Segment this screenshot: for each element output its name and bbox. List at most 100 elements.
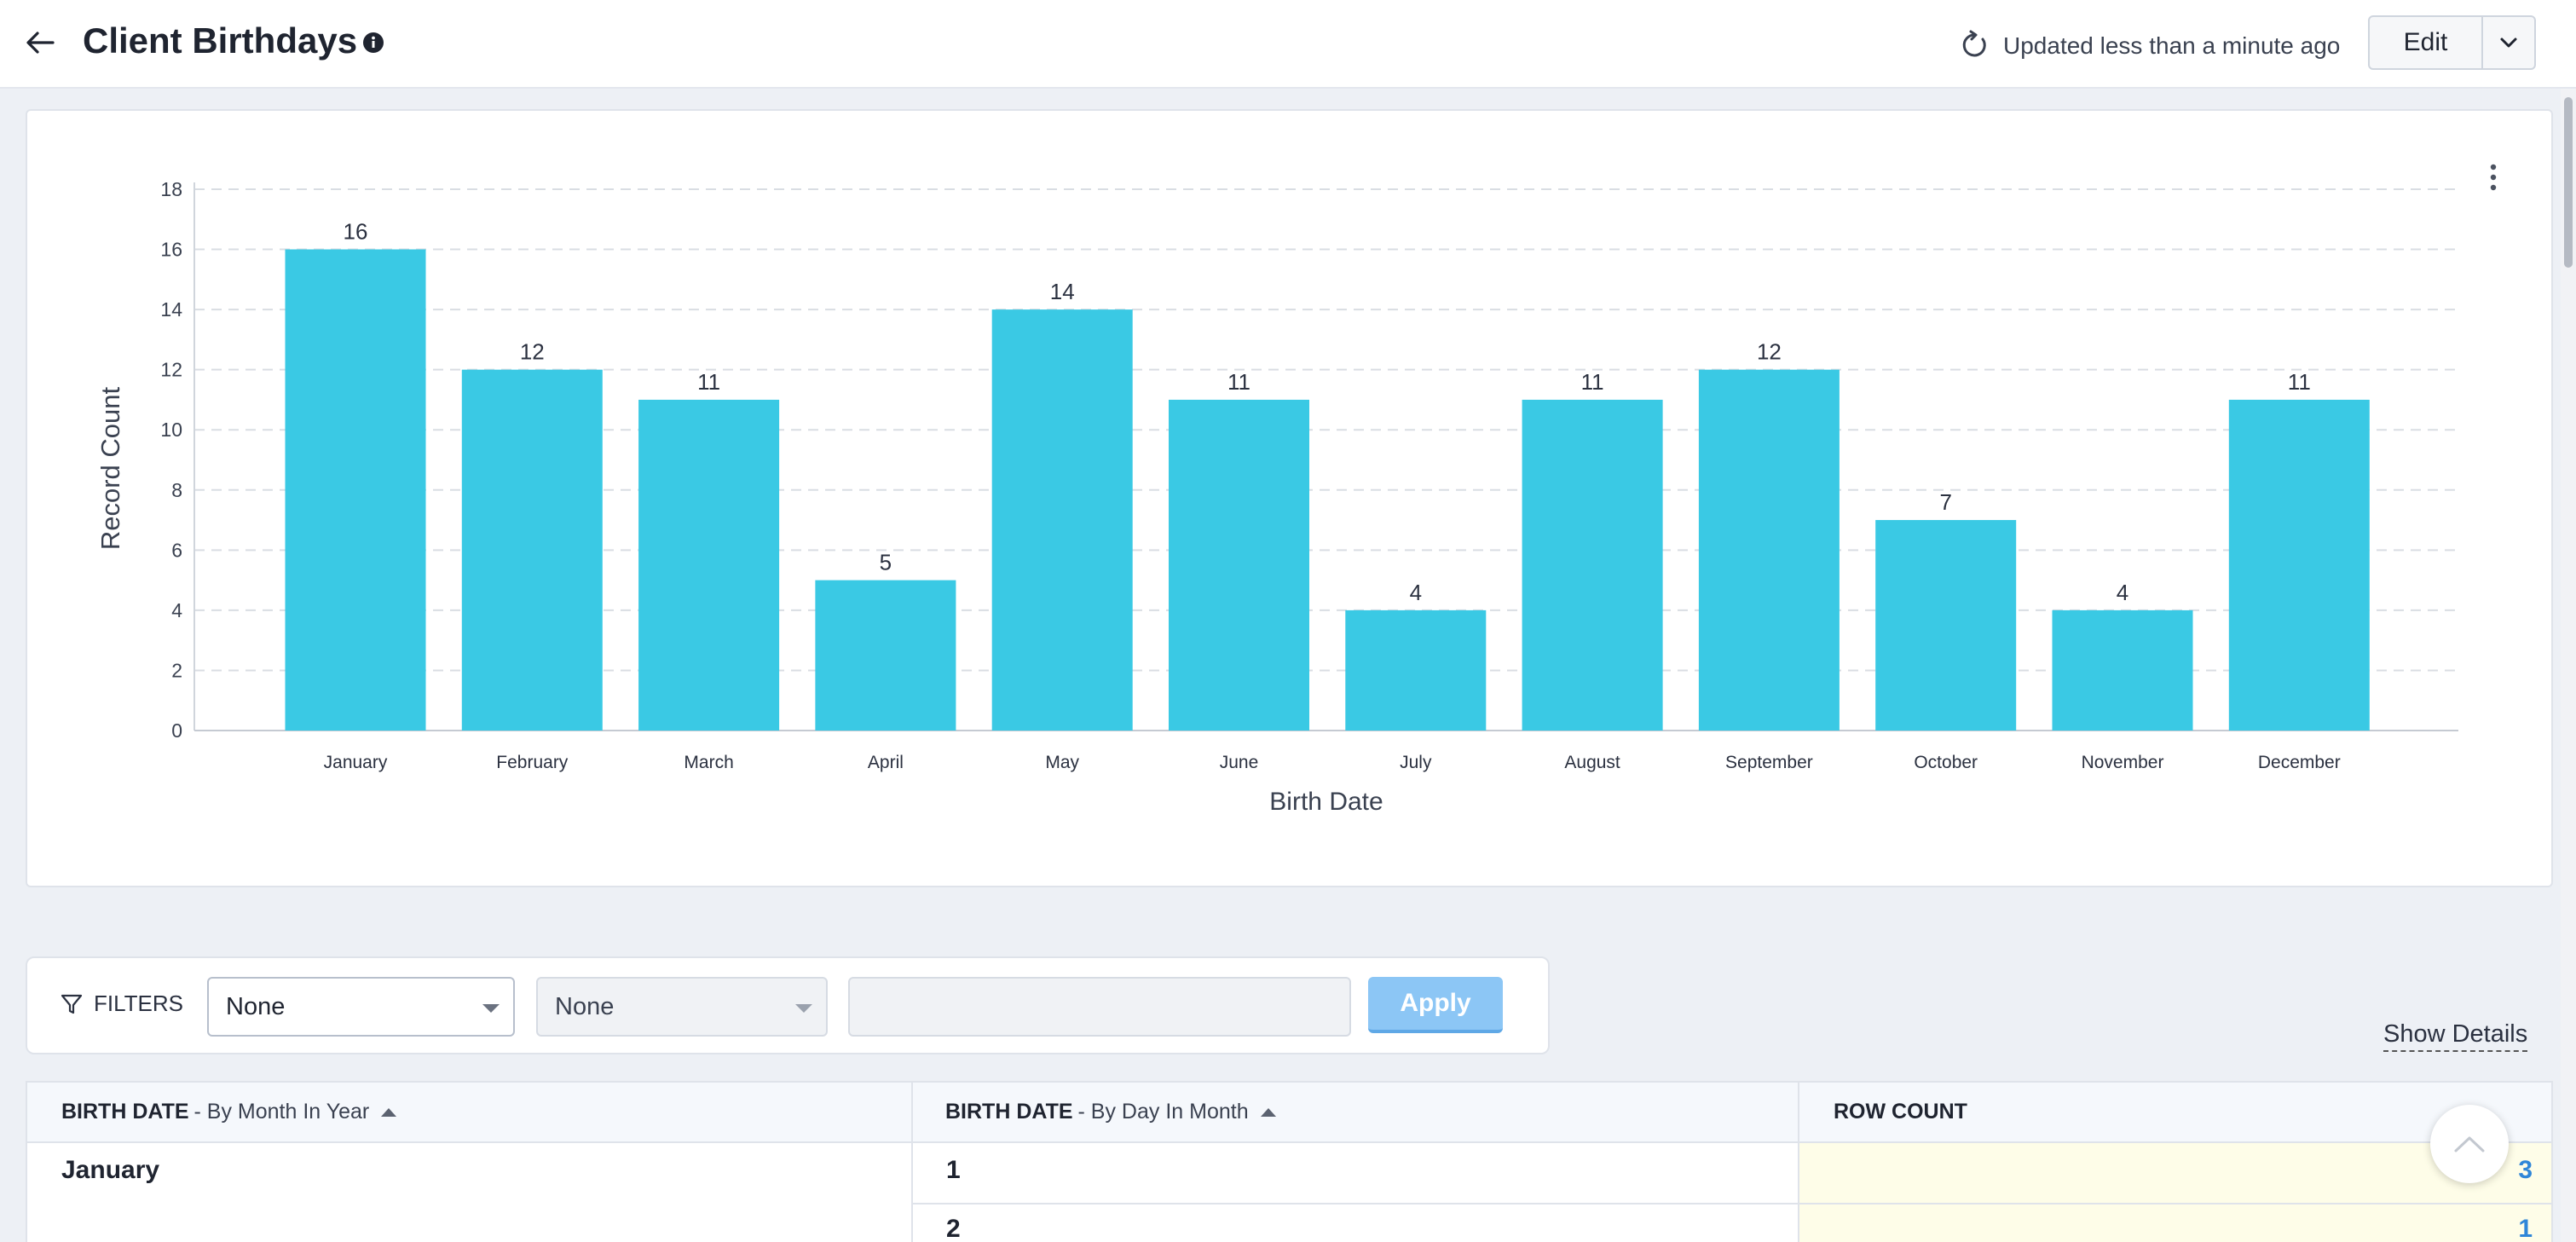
- x-tick-label: August: [1564, 753, 1620, 772]
- y-tick-label: 6: [171, 539, 182, 561]
- bar-july: [1345, 609, 1487, 731]
- column-header-month[interactable]: BIRTH DATE - By Month In Year: [27, 1083, 911, 1141]
- column-title: BIRTH DATE: [61, 1100, 189, 1124]
- filter-operator-value: None: [555, 992, 615, 1020]
- y-tick-label: 8: [171, 479, 182, 501]
- x-tick-label: June: [1220, 753, 1259, 772]
- bar-december: [2228, 399, 2370, 731]
- column-header-day[interactable]: BIRTH DATE - By Day In Month: [911, 1083, 1798, 1141]
- day-cell: 2: [946, 1215, 961, 1242]
- data-label: 4: [2117, 580, 2128, 605]
- data-label: 11: [1227, 369, 1250, 395]
- column-title: ROW COUNT: [1834, 1100, 1967, 1124]
- filters-text: FILTERS: [94, 991, 183, 1016]
- back-arrow-icon[interactable]: [19, 20, 63, 65]
- data-label: 11: [2288, 369, 2311, 395]
- column-header-row-count[interactable]: ROW COUNT: [1799, 1083, 2551, 1141]
- x-tick-label: December: [2258, 753, 2341, 772]
- data-label: 16: [344, 219, 368, 245]
- y-tick-label: 14: [160, 298, 182, 321]
- scrollbar-thumb[interactable]: [2564, 97, 2573, 268]
- data-label: 7: [1939, 489, 1951, 515]
- x-tick-label: September: [1725, 753, 1813, 772]
- page-scrollbar[interactable]: [2561, 89, 2576, 1242]
- bar-january: [285, 249, 426, 731]
- bar-april: [815, 580, 956, 731]
- apply-button[interactable]: Apply: [1368, 977, 1503, 1033]
- table-header: BIRTH DATE - By Month In Year BIRTH DATE…: [27, 1083, 2551, 1143]
- y-tick-label: 10: [160, 419, 182, 441]
- bar-march: [638, 399, 780, 731]
- x-tick-label: November: [2082, 753, 2164, 772]
- bar-september: [1698, 369, 1840, 731]
- data-label: 5: [880, 550, 892, 575]
- x-tick-label: February: [496, 753, 569, 772]
- filter-icon: [61, 994, 83, 1014]
- more-options-icon[interactable]: [2482, 159, 2504, 195]
- y-tick-label: 16: [160, 239, 182, 261]
- column-divider: [1798, 1083, 1799, 1242]
- month-cell: January: [61, 1156, 160, 1184]
- edit-button-group: Edit: [2368, 15, 2536, 70]
- bar-february: [461, 369, 603, 731]
- column-subtitle: - By Month In Year: [193, 1100, 370, 1124]
- day-cell: 1: [946, 1156, 961, 1184]
- x-axis-title: Birth Date: [1269, 788, 1383, 816]
- filter-bar: FILTERS None None Apply: [26, 956, 1550, 1054]
- page-title: Client Birthdays: [83, 20, 358, 61]
- data-label: 11: [697, 369, 720, 395]
- refresh-icon[interactable]: [1960, 30, 1990, 61]
- data-label: 11: [1581, 369, 1604, 395]
- caret-down-icon: [482, 1004, 500, 1013]
- table-row: [1799, 1143, 2551, 1203]
- y-tick-label: 0: [171, 719, 182, 742]
- table-row: [1799, 1204, 2551, 1242]
- edit-button[interactable]: Edit: [2370, 17, 2483, 68]
- sort-ascending-icon: [381, 1107, 397, 1117]
- x-tick-label: January: [324, 753, 388, 772]
- data-label: 12: [1757, 339, 1782, 365]
- filter-field-select[interactable]: None: [207, 977, 515, 1037]
- chevron-up-icon: [2454, 1136, 2485, 1152]
- column-title: BIRTH DATE: [945, 1100, 1073, 1124]
- row-divider: [911, 1203, 2551, 1204]
- y-tick-label: 4: [171, 599, 182, 621]
- summary-table: BIRTH DATE - By Month In Year BIRTH DATE…: [26, 1081, 2553, 1242]
- data-label: 14: [1050, 279, 1075, 304]
- y-tick-label: 12: [160, 359, 182, 381]
- bar-november: [2052, 609, 2193, 731]
- filter-value-input[interactable]: [848, 977, 1351, 1037]
- x-tick-label: October: [1914, 753, 1978, 772]
- filters-label[interactable]: FILTERS: [60, 991, 183, 1017]
- x-tick-label: April: [868, 753, 904, 772]
- row-count-link[interactable]: 1: [2518, 1215, 2533, 1242]
- show-details-link[interactable]: Show Details: [2383, 1020, 2528, 1052]
- caret-down-icon: [795, 1004, 812, 1013]
- chevron-down-icon: [2500, 38, 2517, 48]
- page-header: Client Birthdays Updated less than a min…: [0, 0, 2576, 89]
- x-tick-label: May: [1045, 753, 1079, 772]
- column-divider: [911, 1083, 913, 1242]
- bar-june: [1169, 399, 1309, 731]
- y-tick-label: 2: [171, 659, 182, 681]
- bar-august: [1522, 399, 1663, 731]
- data-label: 4: [1410, 580, 1422, 605]
- y-axis-title: Record Count: [95, 386, 125, 550]
- y-tick-label: 18: [160, 178, 182, 200]
- x-tick-label: March: [684, 753, 733, 772]
- filter-operator-select[interactable]: None: [536, 977, 828, 1037]
- x-tick-label: July: [1400, 753, 1432, 772]
- data-label: 12: [520, 339, 545, 365]
- edit-dropdown-button[interactable]: [2483, 17, 2534, 68]
- filter-field-value: None: [226, 992, 286, 1020]
- bar-may: [991, 309, 1133, 731]
- chart-card: 0 2 4 6 8 10 12 14 16 18 16 January 12 February 11 Marc…: [26, 109, 2553, 887]
- column-subtitle: - By Day In Month: [1077, 1100, 1249, 1124]
- info-icon[interactable]: [362, 32, 384, 54]
- scroll-to-top-button[interactable]: [2430, 1105, 2509, 1183]
- last-updated-text: Updated less than a minute ago: [2003, 32, 2341, 59]
- sort-ascending-icon: [1260, 1107, 1276, 1117]
- row-count-link[interactable]: 3: [2518, 1156, 2533, 1184]
- bar-chart: 0 2 4 6 8 10 12 14 16 18 16 January 12 February 11 Marc…: [95, 178, 2458, 816]
- bar-october: [1875, 520, 2017, 731]
